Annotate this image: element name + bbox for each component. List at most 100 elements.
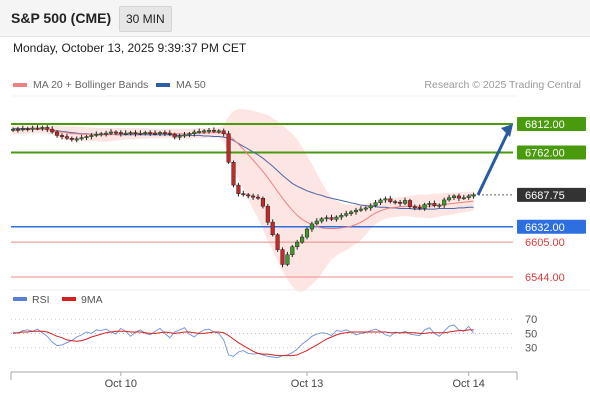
- legend-swatch-9ma: [62, 297, 76, 301]
- candle-up: [177, 135, 182, 138]
- price-label-0: 6812.00: [525, 119, 565, 131]
- candle-down: [167, 132, 172, 135]
- candle-down: [15, 128, 20, 131]
- forecast-arrow-head: [501, 123, 513, 137]
- forecast-arrow-shaft: [476, 129, 511, 196]
- candle-up: [20, 128, 25, 131]
- candle-up: [368, 205, 373, 209]
- price-label-2: 6687.75: [525, 190, 565, 202]
- price-label-3: 6632.00: [525, 222, 565, 234]
- candle-down: [211, 130, 216, 132]
- x-tick-label-0: Oct 10: [105, 378, 137, 390]
- price-label-5: 6544.00: [525, 272, 565, 284]
- candle-down: [432, 203, 437, 206]
- candle-up: [344, 213, 349, 216]
- candle-up: [304, 228, 310, 238]
- rsi-tick-label-0: 70: [525, 314, 537, 326]
- candle-down: [270, 221, 275, 236]
- candle-up: [471, 194, 476, 197]
- rsi-tick-label-2: 30: [525, 343, 537, 355]
- price-label-box-1: [517, 145, 586, 160]
- candle-down: [236, 184, 241, 194]
- candle-down: [246, 194, 251, 197]
- price-label-1: 6762.00: [525, 148, 565, 160]
- x-tick-label-2: Oct 14: [452, 378, 484, 390]
- candle-up: [300, 236, 305, 243]
- legend-item-ma50: MA 50: [156, 79, 206, 91]
- candle-down: [275, 234, 280, 250]
- research-credit: Research © 2025 Trading Central: [424, 79, 581, 91]
- candle-down: [113, 131, 118, 134]
- candle-down: [221, 130, 226, 134]
- candle-down: [265, 205, 270, 223]
- candle-up: [99, 133, 104, 136]
- candle-up: [442, 199, 447, 206]
- candle-up: [30, 127, 35, 130]
- candle-up: [197, 131, 202, 133]
- candle-down: [398, 201, 403, 204]
- candle-down: [226, 133, 231, 163]
- candle-down: [407, 200, 412, 208]
- candlesticks: [10, 125, 476, 268]
- candle-up: [339, 215, 344, 218]
- candle-up: [187, 133, 192, 136]
- x-tick-label-1: Oct 13: [291, 378, 323, 390]
- legend-swatch-ma50: [156, 83, 170, 87]
- candle-down: [255, 196, 261, 199]
- candle-up: [295, 241, 300, 247]
- candle-up: [79, 137, 84, 140]
- legend-label-9ma: 9MA: [81, 294, 103, 306]
- candle-down: [241, 193, 246, 196]
- candle-down: [162, 132, 167, 135]
- candle-up: [285, 254, 290, 265]
- candle-down: [172, 134, 177, 138]
- candle-up: [309, 223, 314, 230]
- price-label-box-0: [517, 116, 586, 131]
- candle-up: [192, 131, 197, 134]
- candle-down: [25, 128, 30, 131]
- candle-up: [383, 198, 388, 201]
- candle-up: [202, 130, 207, 133]
- candle-down: [64, 136, 69, 139]
- candle-up: [138, 132, 143, 135]
- interval-selector[interactable]: 30 MIN: [119, 6, 172, 32]
- candle-up: [451, 195, 457, 198]
- price-label-box-3: [517, 219, 586, 234]
- candle-up: [216, 130, 221, 133]
- candle-up: [349, 211, 354, 214]
- candle-up: [143, 132, 148, 135]
- candle-up: [182, 134, 187, 137]
- candle-up: [74, 138, 79, 141]
- candle-up: [334, 216, 339, 220]
- candle-down: [393, 201, 398, 204]
- candle-down: [133, 132, 138, 135]
- legend-label-ma20: MA 20 + Bollinger Bands: [33, 79, 149, 91]
- candle-up: [447, 197, 452, 201]
- chart-datetime: Monday, October 13, 2025 9:39:37 PM CET: [13, 41, 247, 55]
- candle-down: [388, 198, 393, 202]
- candle-up: [378, 199, 383, 204]
- candle-up: [40, 127, 45, 129]
- candle-down: [280, 249, 285, 265]
- candle-up: [363, 207, 368, 210]
- legend-swatch-rsi: [13, 297, 27, 301]
- candle-down: [260, 197, 265, 207]
- candle-up: [108, 131, 114, 134]
- legend-swatch-ma20: [13, 83, 27, 87]
- candle-down: [50, 128, 55, 133]
- candle-up: [157, 132, 163, 135]
- candle-up: [94, 134, 99, 136]
- instrument-title: S&P 500 (CME): [11, 10, 112, 26]
- candle-up: [128, 132, 133, 135]
- price-label-box-2: [517, 187, 586, 202]
- candle-up: [466, 195, 471, 198]
- candle-up: [422, 204, 427, 209]
- candle-up: [324, 217, 329, 220]
- rsi-tick-label-1: 50: [525, 328, 537, 340]
- legend-item-ma20: MA 20 + Bollinger Bands: [13, 79, 148, 91]
- candle-down: [251, 195, 256, 198]
- candle-up: [461, 197, 466, 200]
- candle-up: [84, 136, 89, 138]
- candle-up: [353, 209, 359, 213]
